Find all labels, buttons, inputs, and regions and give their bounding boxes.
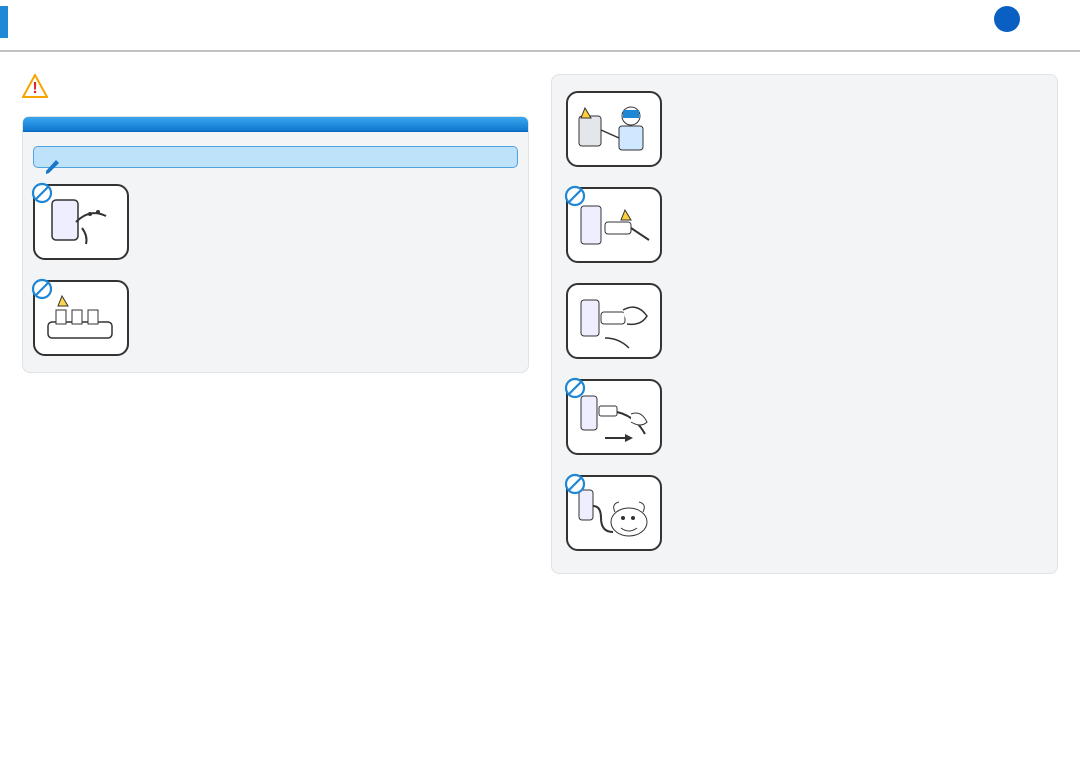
safety-item	[566, 283, 1043, 359]
warning-heading: !	[22, 74, 529, 98]
illustration	[566, 283, 662, 359]
note-box	[33, 146, 518, 168]
safety-item	[33, 184, 518, 260]
safety-item	[566, 187, 1043, 263]
left-column: !	[22, 74, 529, 574]
power-related-heading	[23, 117, 528, 132]
illustration	[33, 184, 129, 260]
illustration	[566, 379, 662, 455]
page-number-badge	[994, 6, 1020, 32]
safety-item	[566, 379, 1043, 455]
illustration	[566, 475, 662, 551]
safety-item	[566, 91, 1043, 167]
chapter-block	[954, 6, 1020, 32]
header-accent-bar	[0, 6, 8, 38]
header-rule	[0, 50, 1080, 52]
svg-text:!: !	[32, 80, 37, 97]
prohibit-icon	[31, 278, 53, 300]
illustration	[566, 91, 662, 167]
illustration	[566, 187, 662, 263]
warning-icon: !	[22, 74, 48, 98]
safety-item	[33, 280, 518, 356]
note-icon	[44, 157, 62, 175]
right-column	[551, 74, 1058, 574]
illustration	[33, 280, 129, 356]
prohibit-icon	[564, 185, 586, 207]
page-header	[0, 0, 1080, 52]
prohibit-icon	[31, 182, 53, 204]
safety-item	[566, 475, 1043, 551]
prohibit-icon	[564, 473, 586, 495]
prohibit-icon	[564, 377, 586, 399]
right-items-box	[551, 74, 1058, 574]
power-related-box	[22, 116, 529, 373]
